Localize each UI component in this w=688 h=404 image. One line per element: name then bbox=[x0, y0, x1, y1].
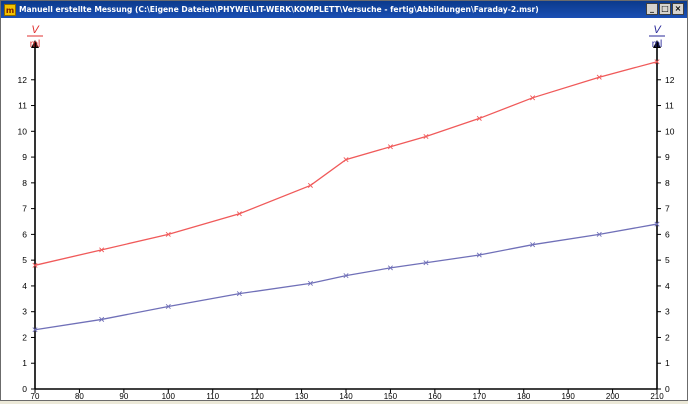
window-controls: _ □ × bbox=[646, 3, 684, 15]
left-y-tick-label: 1 bbox=[22, 358, 27, 368]
series-2-point[interactable] bbox=[654, 221, 660, 227]
series-2-point[interactable] bbox=[343, 273, 349, 279]
right-y-tick-label: 8 bbox=[665, 178, 670, 188]
right-y-tick-label: 12 bbox=[665, 75, 675, 85]
series-2-point[interactable] bbox=[596, 231, 602, 237]
series-1-point[interactable] bbox=[387, 144, 393, 150]
window-title: Manuell erstellte Messung (C:\Eigene Dat… bbox=[19, 5, 539, 14]
close-button[interactable]: × bbox=[672, 3, 684, 15]
series-1-point[interactable] bbox=[476, 115, 482, 121]
left-y-tick-label: 3 bbox=[22, 307, 27, 317]
series-1-point[interactable] bbox=[654, 59, 660, 65]
left-y-tick-label: 10 bbox=[18, 126, 28, 136]
right-y-tick-label: 0 bbox=[665, 384, 670, 394]
series-2-point[interactable] bbox=[307, 280, 313, 286]
x-tick-label: 130 bbox=[295, 392, 309, 400]
title-bar[interactable]: m Manuell erstellte Messung (C:\Eigene D… bbox=[1, 1, 687, 18]
left-y-tick-label: 8 bbox=[22, 178, 27, 188]
x-tick-label: 150 bbox=[384, 392, 398, 400]
right-y-tick-label: 1 bbox=[665, 358, 670, 368]
series-1-point[interactable] bbox=[596, 74, 602, 80]
series-1-point[interactable] bbox=[307, 182, 313, 188]
x-tick-label: 210 bbox=[650, 392, 664, 400]
right-y-tick-label: 5 bbox=[665, 255, 670, 265]
x-tick-label: 100 bbox=[162, 392, 176, 400]
left-axis-label-denominator: ml bbox=[30, 39, 41, 50]
left-axis-label-numerator: V bbox=[31, 24, 40, 36]
series-1-point[interactable] bbox=[32, 262, 38, 268]
x-tick-label: 120 bbox=[250, 392, 264, 400]
x-tick-label: 70 bbox=[31, 392, 40, 400]
x-tick-label: 180 bbox=[517, 392, 531, 400]
minimize-button[interactable]: _ bbox=[646, 3, 658, 15]
maximize-button[interactable]: □ bbox=[659, 3, 671, 15]
series-2-point[interactable] bbox=[165, 304, 171, 310]
series-2-point[interactable] bbox=[423, 260, 429, 266]
right-y-tick-label: 10 bbox=[665, 126, 675, 136]
x-tick-label: 140 bbox=[339, 392, 353, 400]
x-tick-label: 110 bbox=[206, 392, 219, 400]
left-y-tick-label: 7 bbox=[22, 204, 27, 214]
x-tick-label: 170 bbox=[473, 392, 487, 400]
series-2-point[interactable] bbox=[476, 252, 482, 258]
series-1-point[interactable] bbox=[423, 133, 429, 139]
left-y-tick-label: 2 bbox=[22, 332, 27, 342]
series-2-point[interactable] bbox=[530, 242, 536, 248]
left-y-tick-label: 5 bbox=[22, 255, 27, 265]
left-y-tick-label: 4 bbox=[22, 281, 27, 291]
series-2-point[interactable] bbox=[236, 291, 242, 297]
right-y-tick-label: 3 bbox=[665, 307, 670, 317]
left-y-tick-label: 0 bbox=[22, 384, 27, 394]
right-axis-label-denominator: ml bbox=[652, 39, 663, 50]
series-2-point[interactable] bbox=[387, 265, 393, 271]
x-tick-label: 200 bbox=[606, 392, 620, 400]
x-tick-label: 160 bbox=[428, 392, 442, 400]
right-y-tick-label: 9 bbox=[665, 152, 670, 162]
right-y-tick-label: 2 bbox=[665, 332, 670, 342]
series-1-point[interactable] bbox=[99, 247, 105, 253]
right-axis-arrow-icon bbox=[653, 40, 661, 48]
right-axis-label-numerator: V bbox=[653, 24, 662, 36]
series-1-point[interactable] bbox=[343, 157, 349, 163]
series-1-line[interactable] bbox=[34, 61, 658, 266]
left-y-tick-label: 6 bbox=[22, 229, 27, 239]
right-y-tick-label: 11 bbox=[665, 101, 674, 111]
series-1-point[interactable] bbox=[236, 211, 242, 217]
x-tick-label: 190 bbox=[561, 392, 575, 400]
series-2-point[interactable] bbox=[99, 316, 105, 322]
series-2-line[interactable] bbox=[34, 223, 658, 331]
series-1-point[interactable] bbox=[530, 95, 536, 101]
left-axis-arrow-icon bbox=[31, 40, 39, 48]
series-1-point[interactable] bbox=[165, 231, 171, 237]
series-2-point[interactable] bbox=[32, 327, 38, 333]
left-y-tick-label: 11 bbox=[18, 101, 27, 111]
x-tick-label: 80 bbox=[75, 392, 84, 400]
left-y-tick-label: 9 bbox=[22, 152, 27, 162]
app-icon[interactable]: m bbox=[4, 3, 16, 16]
right-y-tick-label: 7 bbox=[665, 204, 670, 214]
right-y-tick-label: 4 bbox=[665, 281, 670, 291]
right-y-tick-label: 6 bbox=[665, 229, 670, 239]
x-tick-label: 90 bbox=[119, 392, 128, 400]
left-y-tick-label: 12 bbox=[18, 75, 28, 85]
